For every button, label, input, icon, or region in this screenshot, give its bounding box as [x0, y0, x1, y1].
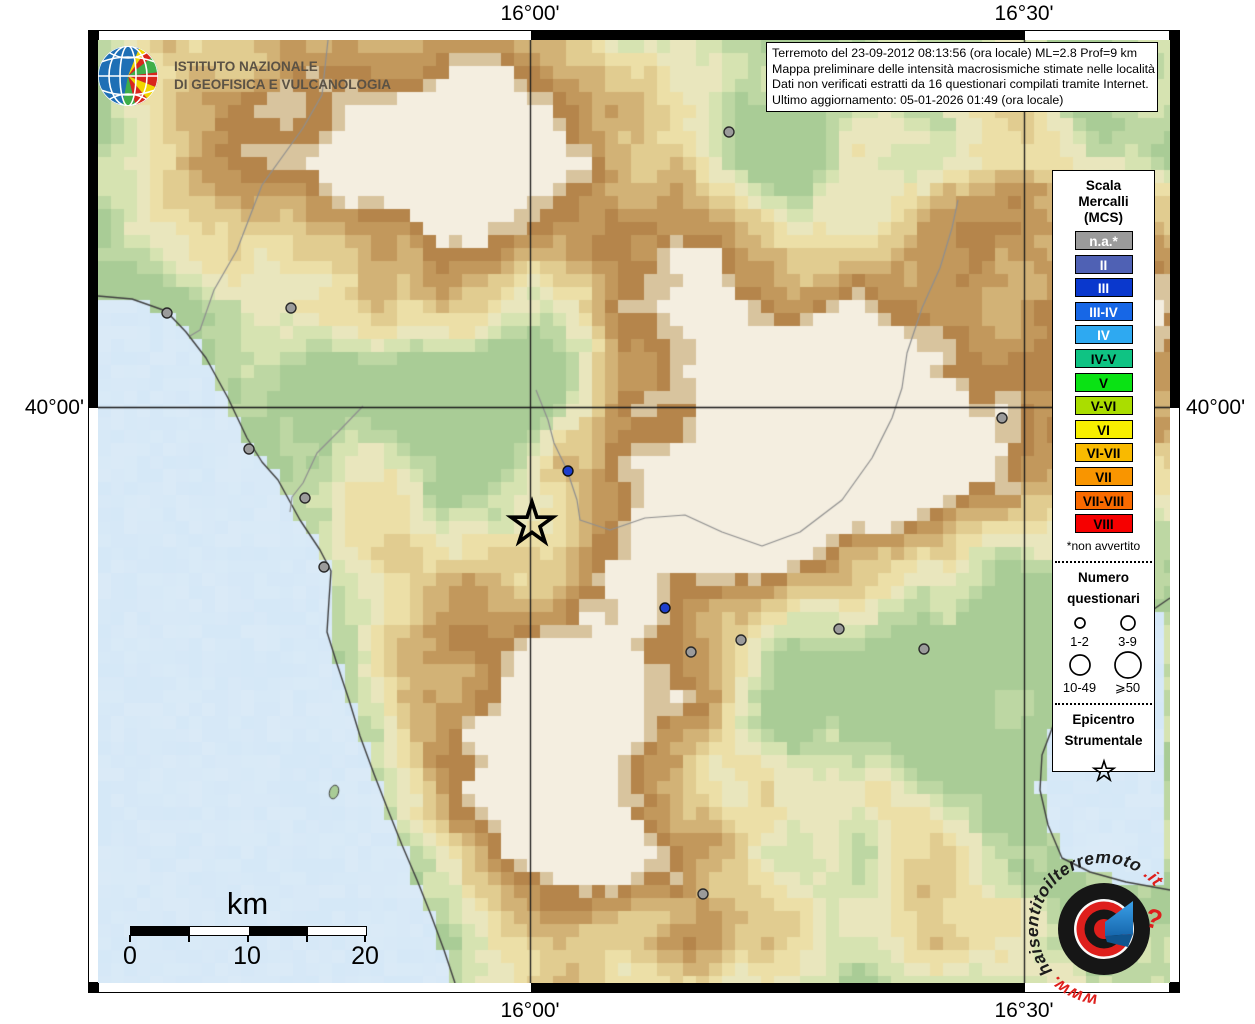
scale-segment-2 — [190, 927, 249, 935]
epicenter-title-line2: Strumentale — [1064, 733, 1143, 749]
mcs-class-v: V — [1074, 372, 1133, 392]
mcs-class-ii: II — [1074, 254, 1133, 274]
mcs-class-iv-v: IV-V — [1074, 348, 1133, 368]
mcs-class-iii: III — [1074, 278, 1133, 298]
ingv-name-line2: DI GEOFISICA E VULCANOLOGIA — [174, 77, 392, 92]
watermark-tld: .it — [1140, 863, 1167, 890]
epicenter-star-icon — [1091, 758, 1116, 783]
legend-separator-2 — [1055, 703, 1152, 706]
legend-title-line3: (MCS) — [1084, 210, 1123, 225]
questionnaire-title-line1: Numero — [1077, 570, 1129, 586]
question-mark-icon: ? — [1142, 902, 1165, 935]
scale-segment-4 — [308, 927, 366, 935]
count-circle-icon — [1073, 617, 1086, 629]
info-line-data: Dati non verificati estratti da 16 quest… — [772, 77, 1149, 92]
scale-tick-5 — [188, 935, 190, 942]
ingv-globe-icon — [98, 46, 158, 106]
mcs-intensity-scale: n.a.* II III III-IV IV IV-V V V-VI VI VI-VII VII VI… — [1053, 231, 1154, 534]
info-line-update: Ultimo aggiornamento: 05-01-2026 01:49 (… — [772, 92, 1064, 107]
frame-left-seg1 — [89, 41, 99, 408]
ingv-logo: ISTITUTO NAZIONALE DI GEOFISICA E VULCAN… — [96, 44, 391, 108]
questionnaire-count-title: Numero questionari — [1053, 567, 1154, 609]
terrain-relief-map — [98, 40, 1170, 983]
axis-label-right-40-00: 40°00' — [1186, 396, 1246, 419]
legend-panel: Scala Mercalli (MCS) n.a.* II III III-IV IV I… — [1052, 170, 1155, 783]
count-circle-label: ⩾50 — [1114, 680, 1141, 696]
epicenter-legend-title: Epicentro Strumentale — [1053, 709, 1154, 751]
haisentitoilterremoto-logo: ? www. haisentitoilterremoto .it — [1029, 854, 1167, 1004]
frame-top-seg1 — [99, 31, 531, 41]
mcs-class-v-vi: V-VI — [1074, 396, 1133, 416]
questionnaire-size-10-49: 10-49 — [1056, 649, 1104, 695]
frame-corner-tl — [89, 31, 99, 41]
scale-label-0: 0 — [123, 942, 137, 970]
mcs-class-viii: VIII — [1074, 514, 1133, 534]
frame-top-seg2 — [531, 31, 1025, 41]
questionnaire-size-key: 1-2 3-9 10-49 ⩾50 — [1053, 611, 1154, 695]
scale-segment-3 — [249, 927, 308, 935]
count-circle-icon — [1119, 615, 1136, 631]
axis-label-top-16-00: 16°00' — [500, 2, 560, 25]
frame-left-seg2 — [89, 408, 99, 982]
frame-top-seg3 — [1025, 31, 1169, 41]
count-circle-icon — [1068, 654, 1091, 676]
info-line-map: Mappa preliminare delle intensità macros… — [772, 61, 1155, 76]
scale-tick-0 — [129, 935, 131, 942]
scale-label-10: 10 — [233, 942, 261, 970]
scale-tick-10 — [247, 935, 249, 942]
count-circle-label: 10-49 — [1062, 680, 1097, 696]
mcs-class-vi: VI — [1074, 419, 1133, 439]
mcs-class-iii-iv: III-IV — [1074, 301, 1133, 321]
mcs-class-n-a-: n.a.* — [1074, 231, 1133, 250]
questionnaire-size-1-2: 1-2 — [1056, 611, 1104, 649]
scale-bar: km 0 10 20 — [112, 886, 383, 978]
frame-corner-tr — [1169, 31, 1179, 41]
scale-segment-1 — [131, 927, 190, 935]
count-circle-label: 1-2 — [1070, 634, 1089, 650]
axis-label-left-40-00: 40°00' — [24, 396, 84, 419]
axis-label-bottom-16-30: 16°30' — [994, 999, 1054, 1022]
mcs-class-vi-vii: VI-VII — [1074, 443, 1133, 463]
frame-corner-br — [1169, 982, 1179, 992]
frame-right-seg1 — [1169, 41, 1179, 408]
scale-tick-20 — [364, 935, 366, 942]
legend-title-line1: Scala — [1085, 178, 1122, 193]
frame-bottom-seg3 — [1025, 982, 1169, 992]
legend-title-line2: Mercalli — [1078, 194, 1129, 209]
epicenter-title-line1: Epicentro — [1072, 712, 1135, 728]
frame-bottom-seg2 — [531, 982, 1025, 992]
frame-corner-bl — [89, 982, 99, 992]
frame-bottom-seg1 — [99, 982, 531, 992]
mcs-class-vii: VII — [1074, 466, 1133, 486]
watermark-www: www. — [1045, 972, 1098, 1004]
legend-separator-1 — [1055, 561, 1152, 564]
scale-tick-15 — [306, 935, 308, 942]
questionnaire-title-line2: questionari — [1067, 591, 1140, 607]
mcs-class-iv: IV — [1074, 325, 1133, 345]
megaphone-icon-shadow — [1105, 934, 1133, 947]
legend-title: Scala Mercalli (MCS) — [1053, 178, 1154, 226]
count-circle-label: 3-9 — [1118, 634, 1137, 650]
event-info-box: Terremoto del 23-09-2012 08:13:56 (ora l… — [766, 42, 1158, 113]
ingv-name-line1: ISTITUTO NAZIONALE — [174, 58, 318, 74]
legend-footnote: *non avvertito — [1066, 539, 1141, 554]
frame-right-seg2 — [1169, 408, 1179, 982]
mcs-class-vii-viii: VII-VIII — [1074, 490, 1133, 510]
scale-label-20: 20 — [351, 942, 379, 970]
axis-label-top-16-30: 16°30' — [994, 2, 1054, 25]
scale-bar-unit: km — [226, 886, 269, 921]
questionnaire-size-3-9: 3-9 — [1104, 611, 1152, 649]
axis-label-bottom-16-00: 16°00' — [500, 999, 560, 1022]
count-circle-icon — [1113, 651, 1142, 679]
megaphone-icon — [1105, 901, 1133, 936]
info-line-event: Terremoto del 23-09-2012 08:13:56 (ora l… — [772, 46, 1138, 60]
questionnaire-size-⩾50: ⩾50 — [1104, 649, 1152, 695]
